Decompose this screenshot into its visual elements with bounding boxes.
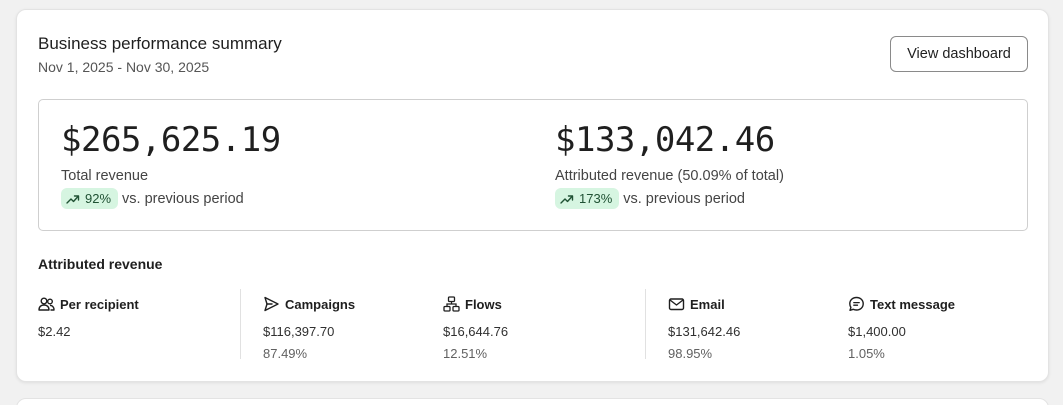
- trend-up-icon: [66, 194, 80, 204]
- attributed-revenue-label: Attributed revenue (50.09% of total): [555, 168, 784, 184]
- metric-value: $131,642.46: [668, 324, 741, 339]
- total-revenue-kpi: $265,625.19 Total revenue 92% vs. previo…: [61, 120, 281, 209]
- metric-value: $116,397.70: [263, 324, 335, 339]
- change-suffix: vs. previous period: [623, 190, 745, 207]
- change-badge: 92%: [61, 188, 119, 209]
- change-suffix: vs. previous period: [122, 190, 244, 207]
- send-icon: [263, 296, 280, 312]
- metric-label: Campaigns: [285, 296, 356, 312]
- date-range: Nov 1, 2025 - Nov 30, 2025: [38, 59, 210, 75]
- change-percent: 173%: [579, 191, 613, 206]
- chat-icon: [848, 296, 865, 312]
- total-revenue-value: $265,625.19: [61, 120, 281, 160]
- performance-summary-card: Business performance summary Nov 1, 2025…: [16, 9, 1049, 382]
- metric-campaigns: Campaigns $116,397.70 87.49%: [263, 296, 356, 362]
- metric-email: Email $131,642.46 98.95%: [668, 296, 741, 362]
- divider: [645, 289, 646, 359]
- metric-value: $1,400.00: [848, 324, 906, 339]
- metric-percent: 1.05%: [848, 346, 885, 361]
- card-title: Business performance summary: [38, 34, 282, 53]
- view-dashboard-button[interactable]: View dashboard: [890, 36, 1028, 72]
- metric-label: Email: [690, 296, 725, 312]
- divider: [240, 289, 241, 359]
- total-revenue-change: 92% vs. previous period: [61, 188, 281, 209]
- trend-up-icon: [560, 194, 574, 204]
- kpi-panel: $265,625.19 Total revenue 92% vs. previo…: [38, 99, 1028, 231]
- metric-label: Per recipient: [60, 296, 139, 312]
- mail-icon: [668, 296, 685, 312]
- metric-value: $2.42: [38, 324, 71, 339]
- metric-text-message: Text message $1,400.00 1.05%: [848, 296, 956, 362]
- next-card-edge: [16, 398, 1049, 405]
- metric-percent: 87.49%: [263, 346, 308, 361]
- attributed-revenue-change: 173% vs. previous period: [555, 188, 784, 209]
- change-percent: 92%: [85, 191, 112, 206]
- attributed-revenue-value: $133,042.46: [555, 120, 775, 160]
- metric-label: Text message: [870, 296, 956, 312]
- metric-percent: 98.95%: [668, 346, 713, 361]
- metric-flows: Flows $16,644.76 12.51%: [443, 296, 508, 361]
- metric-label: Flows: [465, 296, 502, 312]
- attributed-revenue-title: Attributed revenue: [38, 256, 163, 272]
- people-icon: [38, 296, 55, 312]
- metric-value: $16,644.76: [443, 324, 509, 339]
- attributed-revenue-kpi: $133,042.46 Attributed revenue (50.09% o…: [555, 120, 784, 209]
- metric-per-recipient: Per recipient $2.42: [38, 296, 139, 340]
- change-badge: 173%: [555, 188, 620, 209]
- flow-icon: [443, 296, 460, 312]
- total-revenue-label: Total revenue: [61, 168, 149, 184]
- metric-percent: 12.51%: [443, 346, 488, 361]
